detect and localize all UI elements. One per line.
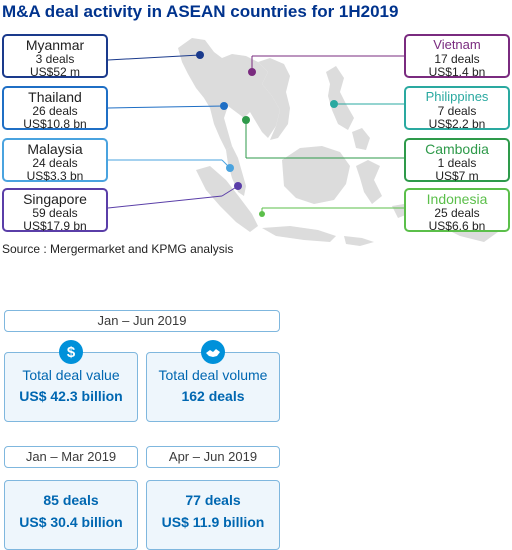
country-deals: 1 deals — [437, 156, 477, 170]
country-value: US$6.6 bn — [428, 218, 486, 233]
country-value: US$1.4 bn — [428, 64, 486, 79]
country-name: Thailand — [28, 89, 82, 105]
country-name: Singapore — [23, 191, 87, 207]
country-value: US$7 m — [435, 168, 479, 183]
country-box-philippines: Philippines 7 deals US$2.2 bn — [404, 86, 510, 130]
country-name: Cambodia — [425, 141, 489, 157]
country-deals: 17 deals — [434, 52, 480, 66]
indonesia-marker — [259, 211, 265, 217]
singapore-marker — [234, 182, 242, 190]
country-box-singapore: Singapore 59 deals US$17.9 bn — [2, 188, 108, 232]
q1-value: US$ 30.4 billion — [19, 514, 123, 530]
period-q2: Apr – Jun 2019 — [146, 446, 280, 468]
country-deals: 25 deals — [434, 206, 480, 220]
country-value: US$10.8 bn — [23, 116, 87, 131]
country-box-thailand: Thailand 26 deals US$10.8 bn — [2, 86, 108, 130]
country-deals: 24 deals — [32, 156, 78, 170]
country-value: US$52 m — [29, 64, 81, 79]
q2-value: US$ 11.9 billion — [161, 514, 265, 530]
country-deals: 59 deals — [32, 206, 78, 220]
country-name: Indonesia — [426, 191, 488, 207]
thailand-marker — [220, 102, 228, 110]
country-deals: 7 deals — [437, 104, 477, 118]
period-h1: Jan – Jun 2019 — [4, 310, 280, 332]
svg-text:$: $ — [67, 344, 76, 361]
country-name: Philippines — [425, 89, 489, 104]
total-value-card: $ Total deal value US$ 42.3 billion — [4, 340, 138, 422]
country-name: Vietnam — [433, 37, 481, 52]
total-value: US$ 42.3 billion — [19, 388, 123, 404]
philippines-marker — [330, 100, 338, 108]
q1-card: 85 deals US$ 30.4 billion — [4, 480, 138, 550]
malaysia-marker — [226, 164, 234, 172]
country-value: US$17.9 bn — [23, 218, 87, 233]
source-note: Source : Mergermarket and KPMG analysis — [2, 242, 234, 256]
period-q1: Jan – Mar 2019 — [4, 446, 138, 468]
dollar-icon: $ — [59, 340, 83, 364]
q1-deals: 85 deals — [43, 492, 99, 508]
q2-card: 77 deals US$ 11.9 billion — [146, 480, 280, 550]
myanmar-marker — [196, 51, 204, 59]
total-value-label: Total deal value — [22, 367, 120, 383]
country-deals: 3 deals — [35, 52, 75, 66]
country-name: Myanmar — [25, 37, 85, 53]
q2-deals: 77 deals — [185, 492, 241, 508]
country-name: Malaysia — [27, 141, 83, 157]
country-deals: 26 deals — [32, 104, 78, 118]
total-volume: 162 deals — [181, 388, 245, 404]
total-volume-label: Total deal volume — [158, 367, 268, 383]
country-value: US$2.2 bn — [428, 116, 486, 131]
page-title: M&A deal activity in ASEAN countries for… — [2, 2, 399, 21]
country-box-malaysia: Malaysia 24 deals US$3.3 bn — [2, 138, 108, 182]
country-value: US$3.3 bn — [26, 168, 84, 183]
country-box-cambodia: Cambodia 1 deals US$7 m — [404, 138, 510, 182]
total-volume-card: Total deal volume 162 deals — [146, 340, 280, 422]
cambodia-marker — [242, 116, 250, 124]
country-box-myanmar: Myanmar 3 deals US$52 m — [2, 34, 108, 78]
handshake-icon — [201, 340, 225, 364]
map-mainland — [178, 38, 280, 150]
vietnam-marker — [248, 68, 256, 76]
country-box-vietnam: Vietnam 17 deals US$1.4 bn — [404, 34, 510, 78]
country-box-indonesia: Indonesia 25 deals US$6.6 bn — [404, 188, 510, 232]
